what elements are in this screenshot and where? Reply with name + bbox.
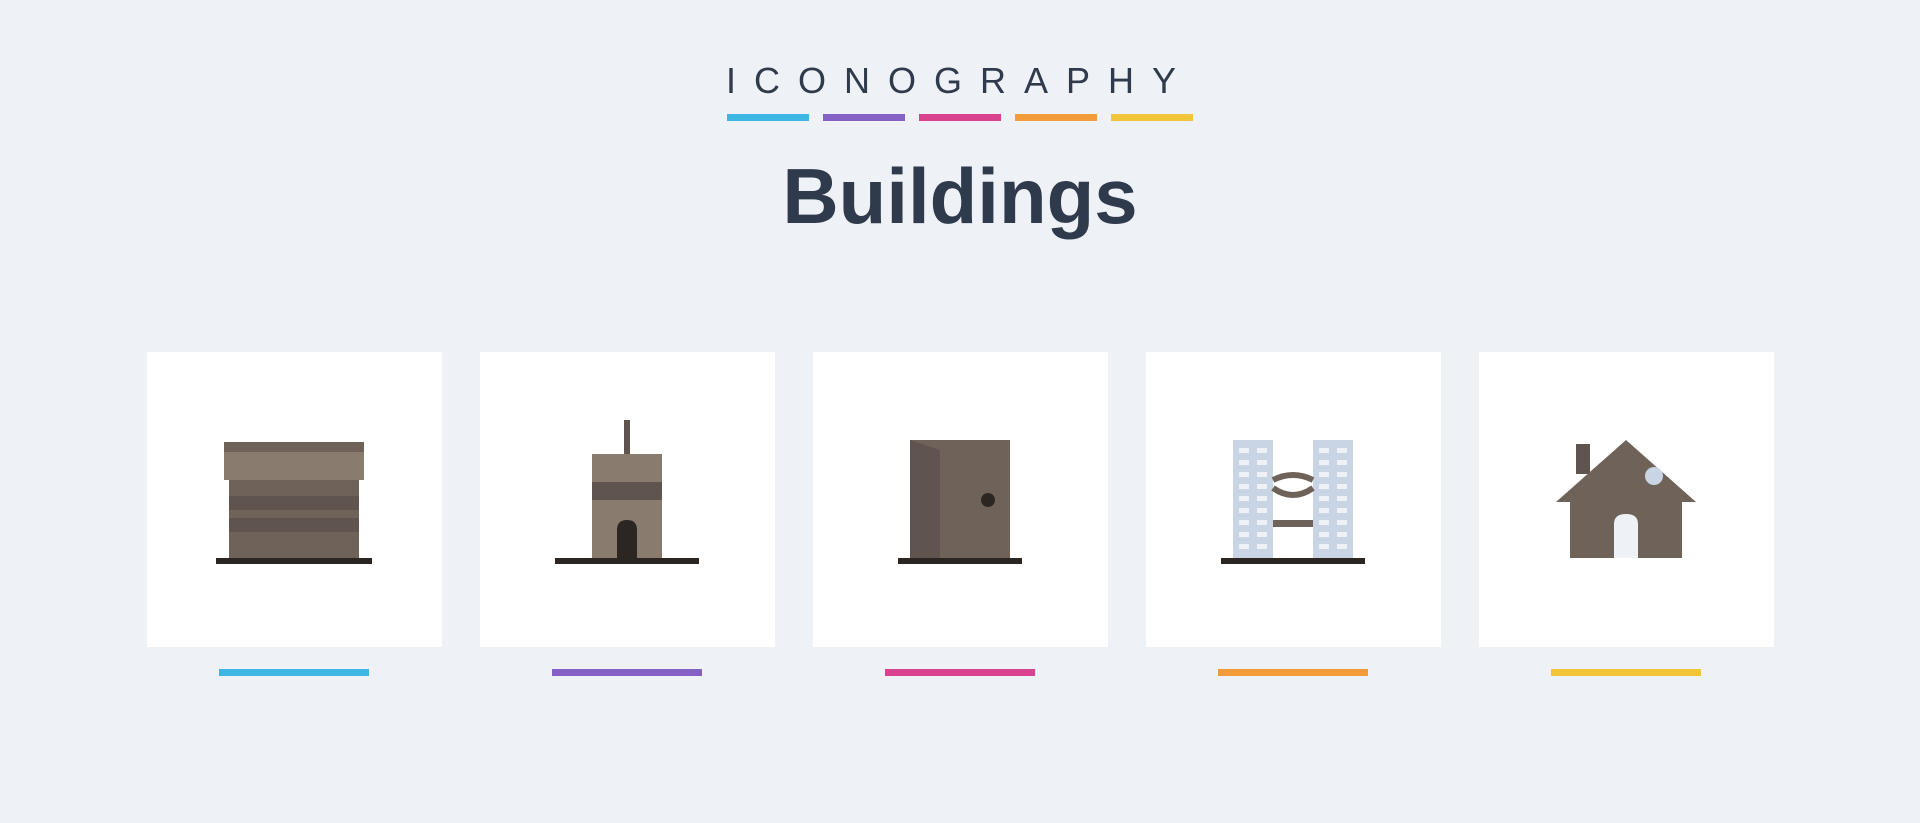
icon-card-twin-towers bbox=[1146, 352, 1441, 676]
icon-row bbox=[0, 352, 1920, 676]
icon-card-door bbox=[813, 352, 1108, 676]
twin-towers-icon bbox=[1203, 410, 1383, 590]
accent-bar-2 bbox=[919, 114, 1001, 121]
accent-bar-0 bbox=[727, 114, 809, 121]
house-icon bbox=[1536, 410, 1716, 590]
header: ICONOGRAPHY Buildings bbox=[0, 0, 1920, 242]
accent-bar-4 bbox=[1111, 114, 1193, 121]
page-title: Buildings bbox=[0, 151, 1920, 242]
icon-card-house bbox=[1479, 352, 1774, 676]
card bbox=[1146, 352, 1441, 647]
card-underline-2 bbox=[885, 669, 1035, 676]
card bbox=[1479, 352, 1774, 647]
brand-label: ICONOGRAPHY bbox=[0, 60, 1920, 102]
accent-bar-3 bbox=[1015, 114, 1097, 121]
brand-color-bars bbox=[0, 114, 1920, 121]
shop-building-icon bbox=[204, 410, 384, 590]
card-underline-3 bbox=[1218, 669, 1368, 676]
card-underline-4 bbox=[1551, 669, 1701, 676]
icon-card-shop bbox=[147, 352, 442, 676]
card bbox=[480, 352, 775, 647]
card bbox=[147, 352, 442, 647]
church-tower-icon bbox=[537, 410, 717, 590]
card-underline-0 bbox=[219, 669, 369, 676]
icon-card-tower bbox=[480, 352, 775, 676]
card bbox=[813, 352, 1108, 647]
card-underline-1 bbox=[552, 669, 702, 676]
accent-bar-1 bbox=[823, 114, 905, 121]
door-icon bbox=[870, 410, 1050, 590]
